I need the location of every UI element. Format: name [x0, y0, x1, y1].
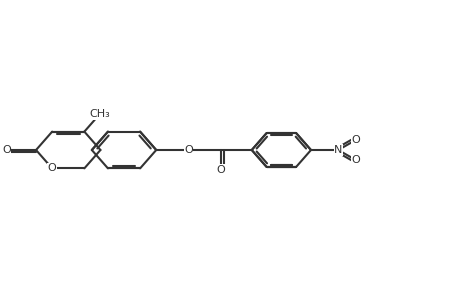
Text: N: N [333, 145, 341, 155]
Text: O: O [216, 164, 224, 175]
Text: O: O [351, 135, 359, 145]
Text: CH₃: CH₃ [89, 109, 110, 119]
Text: O: O [351, 155, 359, 165]
Text: O: O [2, 145, 11, 155]
Text: O: O [184, 145, 192, 155]
Text: O: O [48, 164, 56, 173]
